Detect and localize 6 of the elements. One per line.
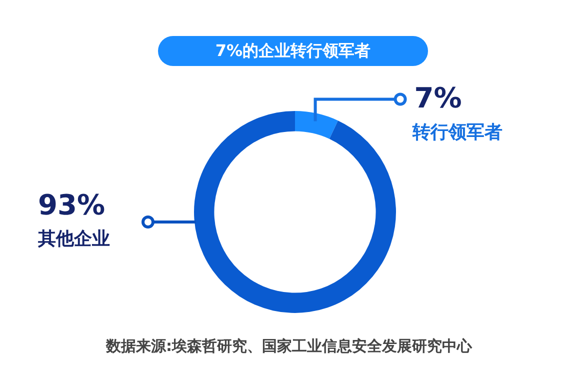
slice-label: 转行领军者 [411,122,502,143]
chart-title: 7%的企业转行领军者 [158,36,428,66]
data-label: 7% [414,82,462,115]
slice-label: 其他企业 [37,228,110,250]
source-note: 数据来源:埃森哲研究、国家工业信息安全发展研究中心 [104,337,474,356]
data-label: 93% [38,188,106,222]
